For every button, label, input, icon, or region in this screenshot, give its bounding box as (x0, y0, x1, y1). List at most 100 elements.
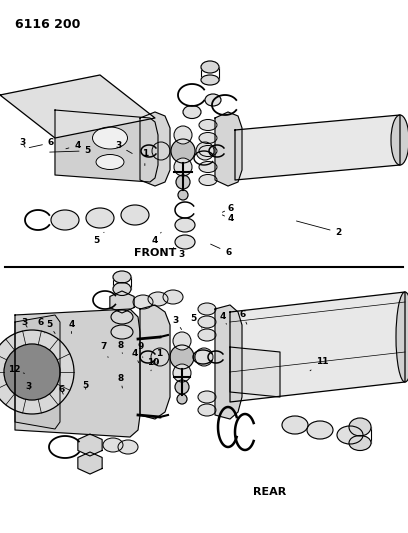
Polygon shape (140, 112, 170, 186)
Polygon shape (15, 309, 140, 437)
Polygon shape (110, 291, 134, 313)
Ellipse shape (198, 329, 216, 341)
Circle shape (175, 380, 189, 394)
Ellipse shape (175, 218, 195, 232)
Circle shape (4, 344, 60, 400)
Polygon shape (0, 75, 155, 138)
Ellipse shape (349, 435, 371, 450)
Ellipse shape (175, 235, 195, 249)
Ellipse shape (51, 210, 79, 230)
Circle shape (174, 158, 192, 176)
Ellipse shape (199, 146, 217, 157)
Ellipse shape (396, 292, 408, 382)
Ellipse shape (148, 292, 168, 306)
Text: 5: 5 (82, 381, 89, 390)
Text: 4: 4 (222, 214, 234, 223)
Text: 2: 2 (297, 221, 342, 237)
Text: 6: 6 (58, 385, 64, 394)
Circle shape (178, 190, 188, 200)
Text: 3: 3 (25, 382, 32, 391)
Circle shape (176, 175, 190, 189)
Ellipse shape (198, 404, 216, 416)
Text: 3: 3 (21, 318, 28, 327)
Polygon shape (230, 292, 405, 402)
Text: 1: 1 (142, 149, 148, 166)
Text: 4: 4 (131, 349, 139, 363)
Text: 12: 12 (8, 365, 24, 374)
Ellipse shape (307, 421, 333, 439)
Circle shape (173, 332, 191, 350)
Text: 5: 5 (50, 147, 91, 155)
Circle shape (0, 330, 74, 414)
Circle shape (152, 142, 170, 160)
Ellipse shape (201, 61, 219, 73)
Ellipse shape (121, 205, 149, 225)
Text: 4: 4 (66, 141, 81, 150)
Text: 4: 4 (152, 232, 161, 245)
Ellipse shape (199, 133, 217, 143)
Text: 6116 200: 6116 200 (15, 18, 80, 31)
Ellipse shape (199, 119, 217, 131)
Ellipse shape (113, 282, 131, 295)
Ellipse shape (111, 310, 133, 324)
Text: 6: 6 (211, 244, 232, 257)
Ellipse shape (198, 303, 216, 315)
Ellipse shape (163, 290, 183, 304)
Ellipse shape (133, 295, 153, 309)
Ellipse shape (391, 115, 408, 165)
Text: REAR: REAR (253, 487, 287, 497)
Text: 11: 11 (310, 357, 328, 371)
Polygon shape (15, 315, 60, 429)
Polygon shape (235, 115, 400, 180)
Text: 4: 4 (68, 320, 75, 334)
Ellipse shape (113, 271, 131, 283)
Ellipse shape (93, 127, 127, 149)
Text: 6: 6 (222, 204, 234, 213)
Text: FRONT: FRONT (134, 248, 176, 258)
Circle shape (195, 348, 213, 366)
Text: 9: 9 (137, 342, 144, 358)
Ellipse shape (198, 391, 216, 403)
Ellipse shape (337, 426, 363, 444)
Text: 10: 10 (147, 358, 159, 371)
Circle shape (151, 348, 169, 366)
Text: 6: 6 (29, 139, 54, 148)
Ellipse shape (205, 94, 221, 106)
Ellipse shape (282, 416, 308, 434)
Text: 1: 1 (156, 349, 162, 363)
Circle shape (177, 394, 187, 404)
Polygon shape (215, 112, 242, 186)
Circle shape (170, 345, 194, 369)
Ellipse shape (103, 438, 123, 452)
Polygon shape (55, 110, 158, 182)
Ellipse shape (198, 316, 216, 328)
Circle shape (174, 126, 192, 144)
Text: 6: 6 (38, 318, 45, 333)
Polygon shape (230, 347, 280, 397)
Circle shape (171, 139, 195, 163)
Text: 3: 3 (172, 316, 182, 329)
Text: 3: 3 (19, 139, 26, 147)
Ellipse shape (199, 161, 217, 173)
Text: 8: 8 (117, 341, 124, 353)
Ellipse shape (349, 418, 371, 436)
Text: 4: 4 (219, 312, 226, 324)
Ellipse shape (96, 155, 124, 169)
Polygon shape (215, 305, 242, 419)
Text: 7: 7 (101, 342, 108, 358)
Ellipse shape (111, 325, 133, 339)
Text: 8: 8 (117, 374, 124, 388)
Polygon shape (78, 434, 102, 456)
Circle shape (196, 142, 214, 160)
Circle shape (173, 364, 191, 382)
Text: 5: 5 (46, 320, 55, 334)
Ellipse shape (201, 75, 219, 85)
Text: 3: 3 (173, 247, 185, 260)
Ellipse shape (199, 174, 217, 185)
Text: 5: 5 (191, 314, 202, 328)
Text: 6: 6 (239, 310, 247, 324)
Ellipse shape (118, 440, 138, 454)
Ellipse shape (183, 106, 201, 118)
Ellipse shape (86, 208, 114, 228)
Text: 5: 5 (93, 232, 104, 245)
